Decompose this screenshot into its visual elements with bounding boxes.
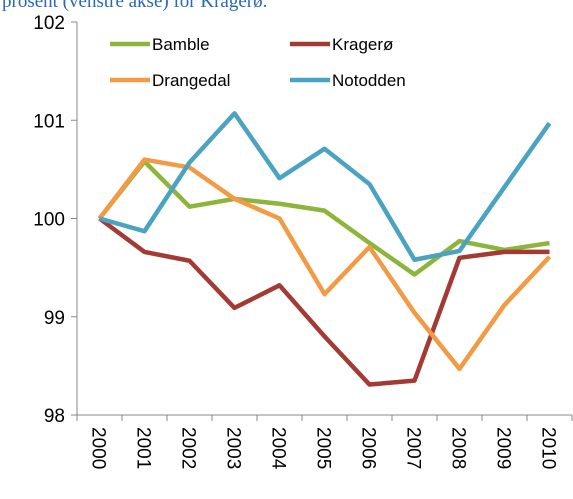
x-tick-label: 2002 [178,427,199,469]
series-line [98,111,552,263]
series-line [97,159,550,277]
y-tick-label: 100 [33,210,65,231]
series-line [98,216,550,387]
x-tick-label: 2003 [223,427,244,469]
y-tick-label: 101 [33,111,65,132]
x-tick-label: 2000 [88,427,109,469]
y-tick-label: 98 [44,406,65,427]
x-tick-label: 2004 [268,427,289,470]
x-tick-label: 2006 [358,427,379,469]
legend-label: Kragerø [332,35,393,54]
x-tick-label: 2009 [493,427,514,469]
caption: prosent (venstre akse) for Kragerø. [2,0,267,12]
x-tick-label: 2008 [448,427,469,469]
x-tick-label: 2010 [538,427,559,469]
x-tick-label: 2005 [313,427,334,469]
legend-label: Drangedal [152,71,230,90]
legend-label: Notodden [332,71,406,90]
x-tick-label: 2001 [133,427,154,469]
legend-label: Bamble [152,35,210,54]
x-tick-label: 2007 [403,427,424,469]
series-line [97,157,552,372]
y-tick-label: 99 [44,308,65,329]
y-tick-label: 102 [33,13,65,34]
